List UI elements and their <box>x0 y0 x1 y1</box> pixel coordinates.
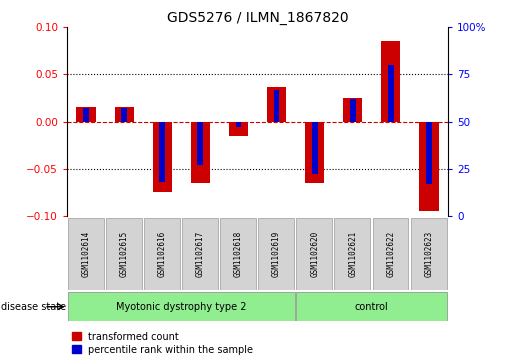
Bar <box>426 122 432 184</box>
Bar <box>258 218 294 290</box>
Text: GSM1102616: GSM1102616 <box>158 231 167 277</box>
Bar <box>121 109 127 122</box>
Text: GSM1102617: GSM1102617 <box>196 231 205 277</box>
Bar <box>305 122 324 183</box>
Bar <box>273 90 280 122</box>
Bar <box>312 122 318 175</box>
Bar <box>182 218 218 290</box>
Text: disease state: disease state <box>1 302 66 312</box>
Bar <box>144 218 180 290</box>
Bar <box>267 87 286 122</box>
Bar <box>350 99 356 122</box>
Text: GSM1102615: GSM1102615 <box>119 231 129 277</box>
Text: GSM1102618: GSM1102618 <box>234 231 243 277</box>
Text: GSM1102620: GSM1102620 <box>310 231 319 277</box>
Bar <box>153 122 172 192</box>
Bar <box>419 122 439 211</box>
Bar <box>67 292 295 321</box>
Text: GSM1102622: GSM1102622 <box>386 231 396 277</box>
Bar <box>388 65 394 122</box>
Bar <box>382 41 401 122</box>
Bar <box>191 122 210 183</box>
Text: GSM1102623: GSM1102623 <box>424 231 434 277</box>
Bar <box>344 98 363 122</box>
Bar <box>197 122 203 165</box>
Legend: transformed count, percentile rank within the sample: transformed count, percentile rank withi… <box>72 331 253 355</box>
Title: GDS5276 / ILMN_1867820: GDS5276 / ILMN_1867820 <box>167 11 348 25</box>
Bar <box>229 122 248 136</box>
Bar <box>114 107 134 122</box>
Bar <box>334 218 370 290</box>
Text: GSM1102614: GSM1102614 <box>81 231 91 277</box>
Bar <box>76 107 96 122</box>
Bar <box>372 218 408 290</box>
Bar <box>235 122 242 127</box>
Text: GSM1102621: GSM1102621 <box>348 231 357 277</box>
Bar <box>159 122 165 182</box>
Bar <box>83 109 89 122</box>
Text: control: control <box>355 302 389 312</box>
Bar <box>106 218 142 290</box>
Bar <box>296 292 448 321</box>
Text: GSM1102619: GSM1102619 <box>272 231 281 277</box>
Bar <box>296 218 332 290</box>
Bar <box>67 218 104 290</box>
Bar <box>220 218 256 290</box>
Text: Myotonic dystrophy type 2: Myotonic dystrophy type 2 <box>116 302 247 312</box>
Bar <box>410 218 447 290</box>
